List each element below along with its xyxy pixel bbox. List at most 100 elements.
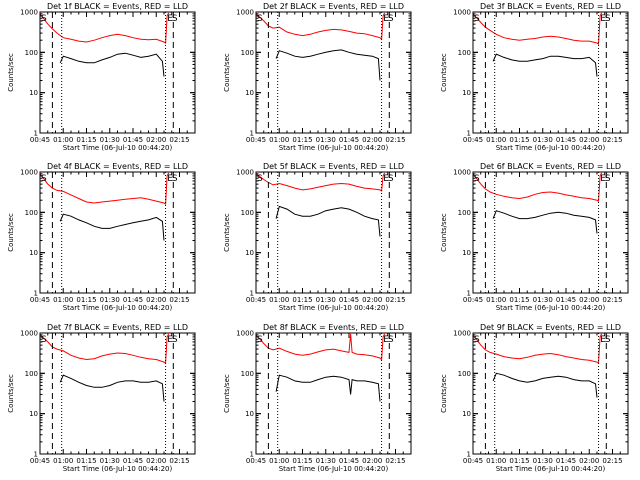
start-marker-label: S (474, 14, 480, 24)
lld-series-line (255, 12, 386, 41)
y-axis-label: Counts/sec (7, 374, 15, 413)
x-tick-label: 01:00 (486, 296, 506, 304)
end-marker-label: E (383, 174, 389, 184)
y-tick-label: 1000 (236, 169, 254, 177)
y-tick-label: 100 (458, 49, 471, 57)
lld-series-line (472, 172, 603, 202)
x-tick-label: 00:45 (30, 457, 50, 465)
lld-series-line (39, 333, 170, 364)
lld-series-line (472, 12, 603, 46)
x-tick-label: 01:30 (316, 136, 336, 144)
chart-title: Det 9f BLACK = Events, RED = LLD (480, 323, 621, 332)
x-tick-label: 00:45 (246, 457, 266, 465)
x-tick-label: 02:00 (579, 457, 599, 465)
y-tick-label: 10 (462, 410, 471, 418)
x-tick-label: 00:45 (463, 296, 483, 304)
y-axis-label: Counts/sec (223, 374, 231, 413)
y-tick-label: 100 (25, 370, 38, 378)
y-tick-label: 1000 (20, 9, 38, 17)
chart-title: Det 2f BLACK = Events, RED = LLD (263, 2, 404, 11)
y-tick-label: 1 (250, 130, 254, 138)
x-tick-label: 02:00 (362, 457, 382, 465)
x-tick-label: 00:45 (463, 457, 483, 465)
events-series-line (492, 53, 598, 77)
x-tick-label: 01:00 (269, 457, 289, 465)
x-tick-label: 01:30 (100, 457, 120, 465)
x-tick-label: 02:00 (579, 136, 599, 144)
start-marker-label: S (388, 335, 394, 345)
x-tick-label: 02:15 (169, 136, 189, 144)
y-tick-label: 100 (241, 209, 254, 217)
x-tick-label: 02:15 (602, 296, 622, 304)
events-series-line (275, 205, 381, 237)
x-tick-label: 02:00 (146, 296, 166, 304)
y-tick-label: 100 (25, 209, 38, 217)
start-marker-label: S (388, 174, 394, 184)
x-tick-label: 01:15 (509, 457, 529, 465)
x-axis-label: Start Time (06-Jul-10 00:44:20) (279, 465, 389, 473)
y-tick-label: 1000 (236, 9, 254, 17)
x-axis-label: Start Time (06-Jul-10 00:44:20) (279, 144, 389, 152)
x-tick-label: 01:30 (316, 296, 336, 304)
x-tick-label: 02:15 (602, 136, 622, 144)
end-marker-label: E (600, 14, 606, 24)
chart-title: Det 8f BLACK = Events, RED = LLD (263, 323, 404, 332)
start-marker-label: S (257, 174, 263, 184)
y-tick-label: 10 (29, 249, 38, 257)
events-series-line (59, 52, 165, 77)
y-tick-label: 100 (25, 49, 38, 57)
x-tick-label: 01:15 (292, 296, 312, 304)
y-tick-label: 1000 (453, 330, 471, 338)
x-tick-label: 00:45 (463, 136, 483, 144)
chart-title: Det 7f BLACK = Events, RED = LLD (47, 323, 188, 332)
y-tick-label: 10 (245, 249, 254, 257)
end-marker-label: E (167, 335, 173, 345)
start-marker-label: S (41, 174, 47, 184)
y-tick-label: 1000 (453, 9, 471, 17)
y-axis-label: Counts/sec (7, 213, 15, 252)
x-tick-label: 01:15 (76, 136, 96, 144)
lld-series-line (472, 333, 603, 364)
x-tick-label: 01:15 (509, 136, 529, 144)
x-tick-label: 02:15 (385, 457, 405, 465)
x-tick-label: 02:15 (169, 457, 189, 465)
x-tick-label: 00:45 (246, 296, 266, 304)
end-marker-label: E (167, 14, 173, 24)
start-marker-label: S (257, 14, 263, 24)
start-marker-label: S (257, 335, 263, 345)
y-tick-label: 100 (458, 370, 471, 378)
x-tick-label: 01:30 (100, 136, 120, 144)
x-tick-label: 01:15 (76, 296, 96, 304)
x-tick-label: 01:45 (556, 136, 576, 144)
chart-title: Det 4f BLACK = Events, RED = LLD (47, 162, 188, 171)
end-marker-label: E (600, 335, 606, 345)
y-tick-label: 10 (29, 410, 38, 418)
y-tick-label: 10 (462, 89, 471, 97)
y-tick-label: 1000 (236, 330, 254, 338)
end-marker-label: E (167, 174, 173, 184)
y-tick-label: 1 (34, 130, 38, 138)
y-tick-label: 1000 (20, 330, 38, 338)
start-marker-label: S (605, 335, 611, 345)
events-series-line (492, 372, 598, 398)
chart-title: Det 5f BLACK = Events, RED = LLD (263, 162, 404, 171)
chart-title: Det 1f BLACK = Events, RED = LLD (47, 2, 188, 11)
y-tick-label: 1000 (20, 169, 38, 177)
x-tick-label: 01:00 (486, 457, 506, 465)
y-tick-label: 10 (245, 410, 254, 418)
events-series-line (59, 213, 165, 241)
y-axis-label: Counts/sec (440, 374, 448, 413)
x-tick-label: 02:00 (146, 457, 166, 465)
y-tick-label: 10 (462, 249, 471, 257)
y-tick-label: 100 (241, 370, 254, 378)
y-axis-label: Counts/sec (440, 53, 448, 92)
y-tick-label: 1 (34, 451, 38, 459)
x-tick-label: 01:30 (533, 457, 553, 465)
x-tick-label: 01:45 (123, 457, 143, 465)
